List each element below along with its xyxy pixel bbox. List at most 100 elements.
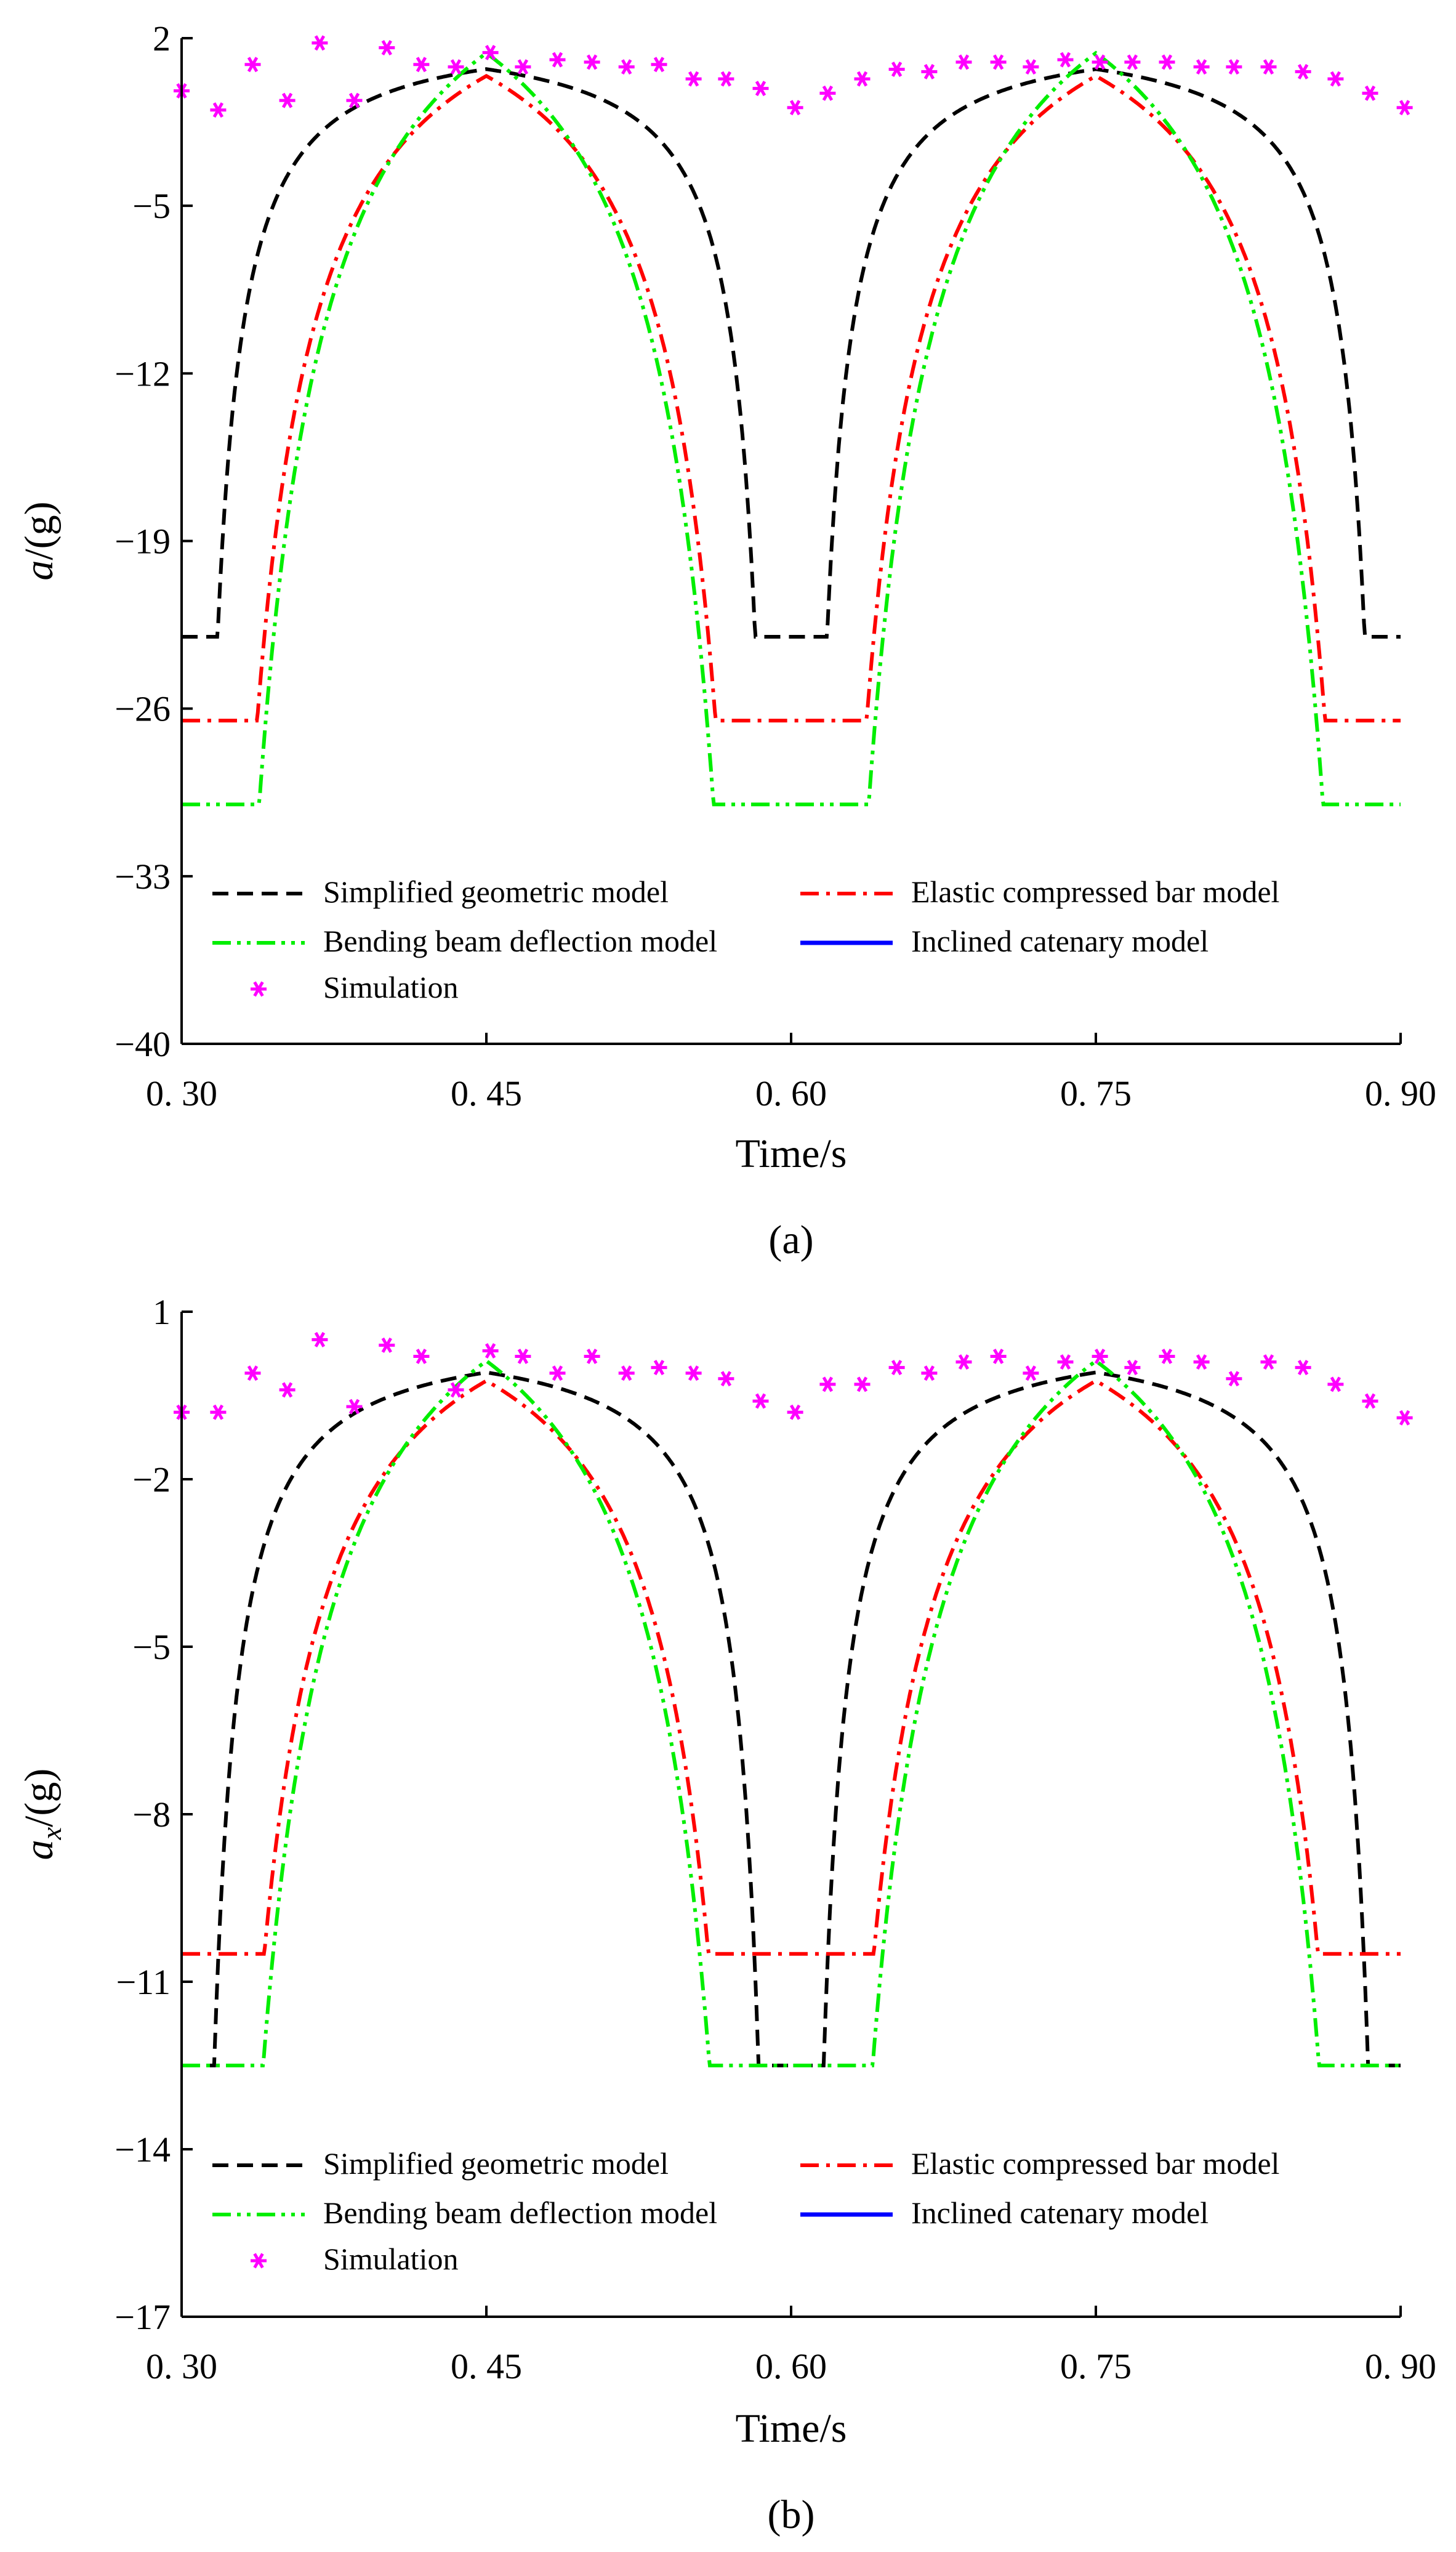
series-line-simplified-geometric-model: [182, 1370, 1401, 2067]
y-axis-title-unit: /(g): [17, 1769, 62, 1827]
simulation-point: [1124, 1360, 1141, 1376]
simulation-point: [1226, 59, 1242, 75]
simulation-point: [279, 1382, 296, 1398]
simulation-point: [244, 1365, 261, 1381]
simulation-point: [1260, 59, 1277, 75]
plot-area: [174, 35, 1413, 807]
legend-label: Elastic compressed bar model: [911, 2146, 1279, 2181]
y-tick-label: −2: [132, 1460, 171, 1500]
simulation-point: [1092, 54, 1108, 70]
simulation-point: [482, 1343, 499, 1359]
simulation-point: [413, 1349, 430, 1365]
legend-item: Bending beam deflection model: [212, 2195, 717, 2230]
y-tick-label: −33: [115, 857, 171, 897]
x-tick-label: 0. 75: [1060, 2346, 1132, 2386]
simulation-points: [174, 1331, 1413, 1426]
series-line-bending-beam-deflection-model: [182, 1358, 1401, 2067]
panel-label: (b): [768, 2492, 815, 2537]
legend-label: Bending beam deflection model: [323, 924, 717, 958]
simulation-point: [1362, 1393, 1378, 1409]
series-line-elastic-compressed-bar-model: [182, 1378, 1401, 1956]
simulation-point: [515, 1349, 531, 1365]
simulation-point: [618, 59, 635, 75]
simulation-point: [1159, 1349, 1175, 1365]
legend-item: Simplified geometric model: [212, 874, 669, 909]
simulation-point: [379, 40, 395, 56]
y-tick-label: −5: [132, 186, 171, 226]
simulation-point: [718, 71, 734, 87]
y-tick-label: −17: [115, 2297, 171, 2337]
simulation-point: [346, 92, 363, 108]
simulation-point: [685, 1365, 702, 1381]
series-line-simplified-geometric-model: [182, 67, 1401, 639]
simulation-point: [787, 100, 803, 116]
simulation-point: [752, 1393, 769, 1409]
simulation-point: [854, 71, 871, 87]
legend-label: Bending beam deflection model: [323, 2195, 717, 2230]
x-axis-title: Time/s: [736, 1131, 847, 1176]
axes: 1 −2 −5 −8 −11 −14 −17 0. 30 0. 45 0. 60 0. 75 0. 9…: [115, 1292, 1436, 2386]
x-tick-label: 0. 45: [451, 2346, 522, 2386]
simulation-point: [413, 57, 430, 73]
simulation-point: [312, 1331, 328, 1347]
legend-item: Simplified geometric model: [212, 2146, 669, 2181]
simulation-point: [515, 59, 531, 75]
legend-label: Inclined catenary model: [911, 2195, 1209, 2230]
chart-panel-b: 1 −2 −5 −8 −11 −14 −17 0. 30 0. 45 0. 60 0. 75 0. 9…: [17, 1292, 1436, 2537]
axes: 2 −5 −12 −19 −26 −33 −40 0. 30 0. 45 0. 60 0. 75 0.…: [115, 18, 1436, 1113]
simulation-point: [1327, 1376, 1344, 1392]
simulation-point: [549, 52, 566, 68]
legend: Simplified geometric model Elastic compre…: [212, 2146, 1279, 2276]
simulation-point: [1057, 52, 1074, 68]
simulation-point: [448, 59, 464, 75]
simulation-point: [1327, 71, 1344, 87]
legend-label: Elastic compressed bar model: [911, 874, 1279, 909]
y-axis-title: a/(g): [17, 501, 62, 580]
legend-item: Simulation: [251, 970, 458, 1004]
simulation-point: [210, 102, 227, 118]
simulation-point: [955, 54, 972, 70]
y-axis-title-unit: /(g): [17, 501, 62, 560]
simulation-point: [921, 1365, 938, 1381]
legend-label: Simplified geometric model: [323, 2146, 669, 2181]
simulation-point: [888, 1360, 905, 1376]
y-tick-label: −14: [115, 2130, 171, 2170]
y-axis-title-subscript: x: [36, 1827, 67, 1840]
y-tick-label: 1: [153, 1292, 171, 1332]
simulation-point: [1396, 100, 1413, 116]
simulation-point: [651, 1360, 667, 1376]
simulation-point: [1124, 54, 1141, 70]
legend-item: Inclined catenary model: [800, 924, 1209, 958]
legend-item: Inclined catenary model: [800, 2195, 1209, 2230]
y-tick-label: −40: [115, 1024, 171, 1064]
series-line-elastic-compressed-bar-model: [182, 73, 1401, 723]
legend-swatch: [251, 2253, 267, 2269]
legend-swatch: [251, 981, 267, 997]
legend-label: Simulation: [323, 970, 458, 1004]
chart-panel-a: 2 −5 −12 −19 −26 −33 −40 0. 30 0. 45 0. 60 0. 75 0.…: [17, 18, 1436, 1262]
x-tick-label: 0. 60: [755, 2346, 827, 2386]
simulation-point: [1092, 1349, 1108, 1365]
x-tick-label: 0. 75: [1060, 1073, 1132, 1113]
simulation-point: [448, 1382, 464, 1398]
simulation-point: [1396, 1410, 1413, 1426]
simulation-point: [482, 44, 499, 60]
simulation-point: [921, 63, 938, 79]
simulation-point: [787, 1404, 803, 1420]
simulation-point: [346, 1399, 363, 1415]
x-tick-label: 0. 30: [146, 1073, 217, 1113]
simulation-point: [1362, 85, 1378, 101]
simulation-point: [1193, 59, 1210, 75]
simulation-point: [1057, 1354, 1074, 1370]
x-tick-label: 0. 45: [451, 1073, 522, 1113]
simulation-point: [549, 1365, 566, 1381]
legend-label: Simplified geometric model: [323, 874, 669, 909]
simulation-point: [1226, 1371, 1242, 1387]
y-axis-title-symbol: a: [17, 560, 62, 581]
simulation-point: [854, 1376, 871, 1392]
simulation-point: [584, 1349, 600, 1365]
simulation-point: [718, 1371, 734, 1387]
x-axis-title: Time/s: [736, 2406, 847, 2451]
simulation-point: [279, 92, 296, 108]
